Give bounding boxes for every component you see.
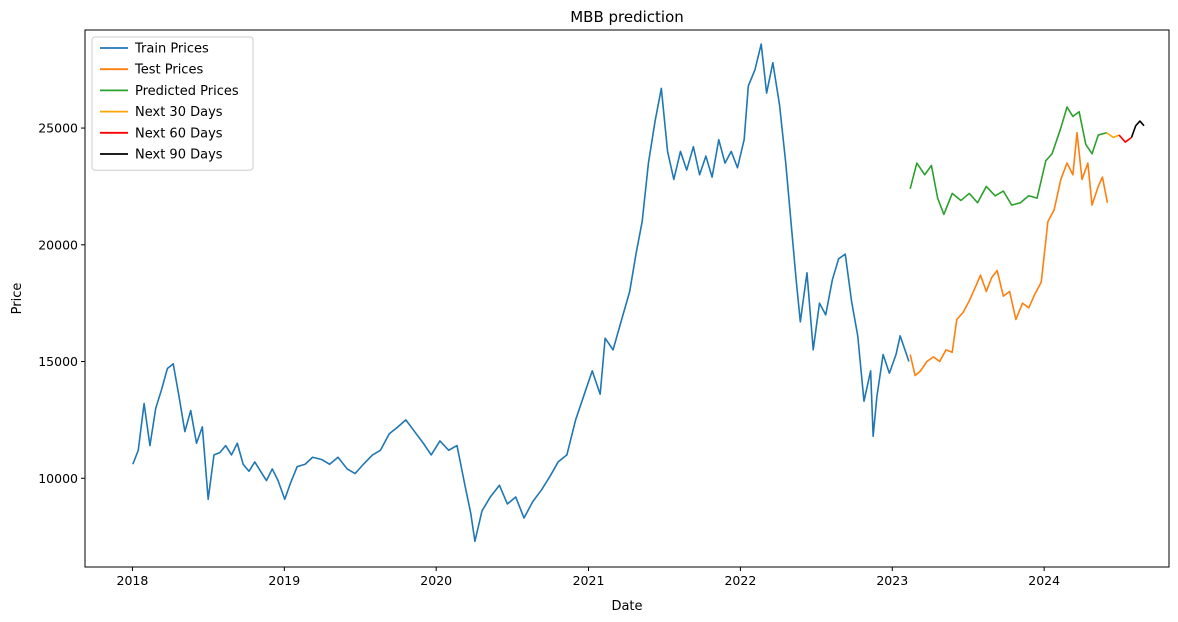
- x-tick-label: 2024: [1028, 573, 1060, 588]
- y-tick-label: 20000: [38, 237, 78, 252]
- x-tick-label: 2023: [876, 573, 908, 588]
- series-line-test-prices: [909, 131, 1109, 377]
- series-layer: [132, 43, 1145, 543]
- legend-label-next-30-days: Next 30 Days: [135, 105, 223, 120]
- legend-label-next-90-days: Next 90 Days: [135, 148, 223, 163]
- series-line-next-90-days: [1130, 120, 1145, 138]
- series-line-predicted-prices: [909, 106, 1107, 216]
- y-tick-label: 10000: [38, 471, 78, 486]
- legend-label-predicted-prices: Predicted Prices: [135, 84, 239, 99]
- legend-label-next-60-days: Next 60 Days: [135, 126, 223, 141]
- x-tick-label: 2022: [724, 573, 756, 588]
- y-axis-ticks: 10000 15000 20000 25000: [38, 121, 85, 486]
- plot-area-frame: [84, 29, 1170, 568]
- x-axis-label: Date: [611, 599, 642, 614]
- series-line-next-30-days: [1106, 132, 1120, 139]
- x-tick-label: 2020: [420, 573, 452, 588]
- x-tick-label: 2021: [573, 573, 605, 588]
- chart-legend: Train Prices Test Prices Predicted Prices N…: [91, 36, 254, 171]
- chart-title: MBB prediction: [570, 8, 684, 26]
- series-line-next-60-days: [1118, 134, 1133, 143]
- legend-label-test-prices: Test Prices: [134, 63, 203, 78]
- y-axis-label: Price: [10, 283, 25, 315]
- y-tick-label: 25000: [38, 121, 78, 136]
- x-tick-label: 2019: [268, 573, 300, 588]
- x-tick-label: 2018: [117, 573, 149, 588]
- legend-frame: [91, 36, 254, 171]
- series-line-train-prices: [132, 43, 910, 543]
- legend-label-train-prices: Train Prices: [134, 42, 209, 57]
- x-axis-ticks: 2018 2019 2020 2021 2022 2023 2024: [117, 567, 1060, 588]
- y-tick-label: 15000: [38, 354, 78, 369]
